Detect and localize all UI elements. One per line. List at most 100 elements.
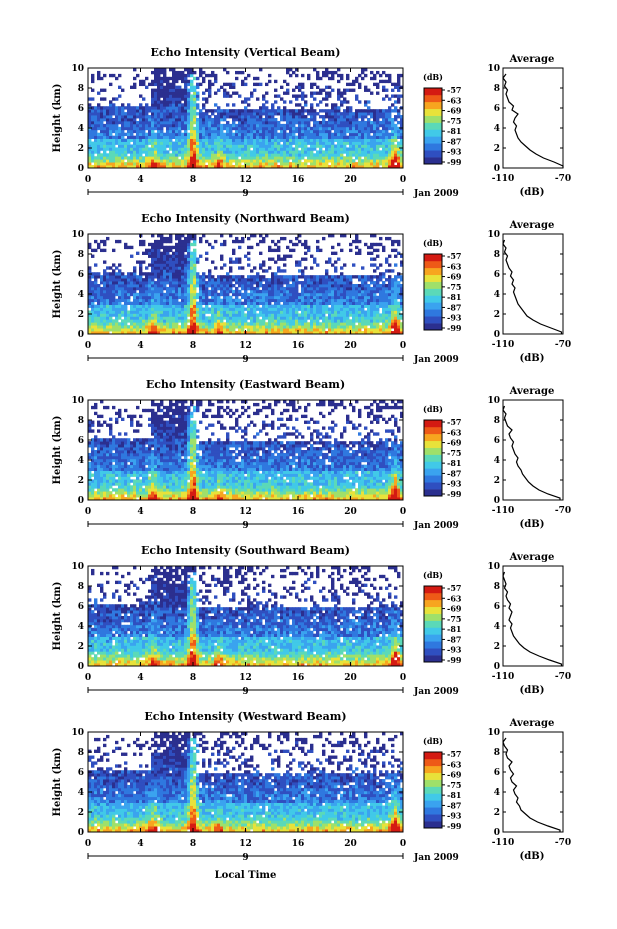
heatmap-cell bbox=[241, 100, 245, 104]
heatmap-cell bbox=[178, 100, 182, 104]
heatmap-cell bbox=[343, 156, 347, 160]
heatmap-cell bbox=[352, 159, 356, 163]
heatmap-cell bbox=[103, 301, 107, 305]
heatmap-cell bbox=[205, 307, 209, 311]
heatmap-cell bbox=[277, 239, 281, 244]
heatmap-cell bbox=[112, 278, 116, 282]
heatmap-cell bbox=[172, 79, 176, 84]
heatmap-cell bbox=[289, 313, 293, 317]
heatmap-cell bbox=[121, 325, 125, 329]
heatmap-cell bbox=[364, 109, 368, 113]
heatmap-cell bbox=[148, 272, 152, 276]
heatmap-cell bbox=[193, 251, 197, 255]
heatmap-cell bbox=[208, 141, 212, 145]
heatmap-cell bbox=[112, 248, 116, 253]
heatmap-cell bbox=[124, 126, 128, 131]
heatmap-cell bbox=[142, 251, 146, 255]
heatmap-cell bbox=[187, 325, 191, 329]
heatmap-cell bbox=[274, 109, 278, 113]
heatmap-cell bbox=[202, 307, 206, 311]
heatmap-cell bbox=[316, 325, 320, 329]
heatmap-cell bbox=[91, 126, 95, 131]
heatmap-cell bbox=[205, 325, 209, 329]
heatmap-cell bbox=[157, 106, 161, 110]
heatmap-cell bbox=[295, 112, 299, 116]
heatmap-cell bbox=[262, 292, 266, 297]
heatmap-cell bbox=[322, 88, 326, 92]
heatmap-cell bbox=[97, 138, 101, 142]
heatmap-cell bbox=[364, 123, 368, 128]
heatmap-cell bbox=[130, 328, 134, 332]
heatmap-cell bbox=[190, 141, 194, 145]
heatmap-cell bbox=[157, 144, 161, 148]
heatmap-cell bbox=[271, 123, 275, 128]
heatmap-cell bbox=[112, 269, 116, 273]
heatmap-cell bbox=[304, 307, 308, 311]
heatmap-cell bbox=[340, 307, 344, 311]
heatmap-cell bbox=[307, 156, 311, 160]
heatmap-cell bbox=[181, 301, 185, 305]
heatmap-cell bbox=[400, 120, 404, 125]
heatmap-cell bbox=[232, 115, 236, 119]
heatmap-cell bbox=[298, 304, 302, 308]
heatmap-cell bbox=[259, 150, 263, 154]
heatmap-cell bbox=[316, 123, 320, 128]
heatmap-cell bbox=[304, 147, 308, 151]
heatmap-cell bbox=[130, 162, 134, 166]
heatmap-cell bbox=[196, 301, 200, 305]
heatmap-cell bbox=[163, 301, 167, 305]
heatmap-cell bbox=[244, 141, 248, 145]
heatmap-cell bbox=[166, 106, 170, 110]
heatmap-cell bbox=[139, 118, 143, 122]
heatmap-cell bbox=[283, 150, 287, 154]
heatmap-cell bbox=[217, 144, 221, 148]
heatmap-cell bbox=[184, 292, 188, 297]
heatmap-cell bbox=[145, 284, 149, 288]
heatmap-cell bbox=[106, 272, 110, 276]
heatmap-cell bbox=[100, 97, 104, 101]
heatmap-cell bbox=[256, 278, 260, 282]
heatmap-cell bbox=[304, 251, 308, 255]
heatmap-cell bbox=[232, 260, 236, 264]
heatmap-cell bbox=[94, 106, 98, 110]
heatmap-cell bbox=[220, 144, 224, 148]
heatmap-cell bbox=[328, 115, 332, 119]
heatmap-cell bbox=[334, 260, 338, 264]
heatmap-cell bbox=[196, 150, 200, 154]
heatmap-cell bbox=[364, 322, 368, 326]
heatmap-cell bbox=[367, 162, 371, 166]
heatmap-cell bbox=[370, 313, 374, 317]
heatmap-cell bbox=[259, 165, 263, 169]
heatmap-cell bbox=[157, 76, 161, 81]
heatmap-cell bbox=[145, 272, 149, 276]
heatmap-cell bbox=[91, 275, 95, 279]
heatmap-cell bbox=[271, 289, 275, 294]
heatmap-cell bbox=[163, 266, 167, 270]
heatmap-cell bbox=[376, 120, 380, 125]
heatmap-cell bbox=[370, 245, 374, 250]
heatmap-cell bbox=[343, 234, 347, 238]
heatmap-cell bbox=[109, 73, 113, 78]
heatmap-cell bbox=[340, 272, 344, 276]
heatmap-cell bbox=[175, 245, 179, 250]
heatmap-cell bbox=[277, 147, 281, 151]
heatmap-cell bbox=[265, 301, 269, 305]
heatmap-cell bbox=[250, 123, 254, 128]
x-tick-label: 12 bbox=[239, 175, 252, 185]
heatmap-cell bbox=[271, 118, 275, 122]
heatmap-cell bbox=[226, 319, 230, 323]
heatmap-cell bbox=[169, 275, 173, 279]
heatmap-cell bbox=[376, 310, 380, 314]
heatmap-cell bbox=[118, 132, 122, 137]
heatmap-cell bbox=[214, 153, 218, 157]
y-tick-label: 6 bbox=[78, 104, 84, 114]
heatmap-cell bbox=[307, 310, 311, 314]
heatmap-cell bbox=[199, 281, 203, 285]
heatmap-cell bbox=[112, 138, 116, 142]
heatmap-cell bbox=[142, 156, 146, 160]
heatmap-cell bbox=[133, 85, 137, 89]
heatmap-cell bbox=[91, 147, 95, 151]
heatmap-cell bbox=[337, 292, 341, 297]
heatmap-cell bbox=[247, 251, 251, 255]
heatmap-cell bbox=[118, 289, 122, 294]
